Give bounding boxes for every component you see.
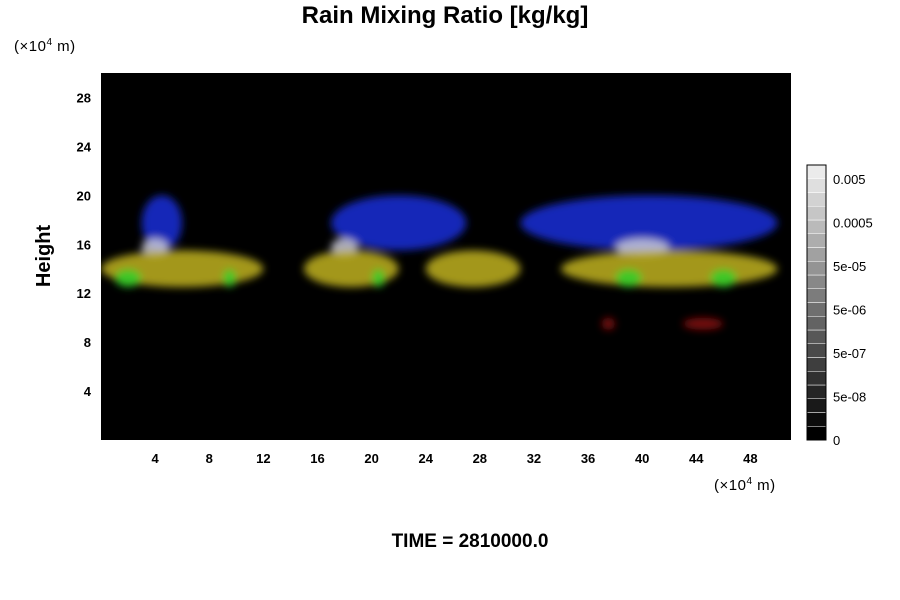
colorbar-swatch	[806, 398, 827, 413]
y-tick-label: 20	[77, 188, 91, 203]
data-layers	[101, 195, 778, 330]
colorbar-label: 5e-08	[833, 390, 866, 405]
colorbar-label: 5e-06	[833, 303, 866, 318]
x-tick-label: 20	[364, 451, 378, 466]
data-region-4-0	[601, 317, 616, 330]
colorbar-swatch	[806, 343, 827, 358]
y-tick-label: 8	[84, 335, 91, 350]
data-region-3-3	[615, 268, 643, 288]
colorbar-swatch	[806, 329, 827, 344]
data-region-3-1	[222, 268, 237, 288]
y-tick-label: 24	[77, 139, 92, 154]
colorbar-swatch	[806, 384, 827, 399]
x-tick-label: 28	[473, 451, 487, 466]
data-region-0-2	[520, 195, 778, 251]
colorbar-swatch	[806, 178, 827, 193]
data-region-3-2	[371, 268, 386, 288]
colorbar-swatch	[806, 412, 827, 427]
colorbar-label: 0	[833, 433, 840, 448]
x-tick-label: 4	[152, 451, 160, 466]
x-tick-label: 24	[418, 451, 433, 466]
colorbar-label: 0.0005	[833, 216, 873, 231]
colorbar-swatch	[806, 219, 827, 234]
y-tick-label: 4	[84, 384, 92, 399]
data-region-3-4	[709, 268, 737, 288]
data-region-3-0	[114, 268, 142, 288]
colorbar-swatch	[806, 274, 827, 289]
x-tick-label: 8	[206, 451, 213, 466]
colorbar-swatch	[806, 357, 827, 372]
y-axis-unit: (×104 m)	[14, 37, 76, 55]
chart-title: Rain Mixing Ratio [kg/kg]	[301, 2, 589, 29]
colorbar-swatch	[806, 233, 827, 248]
data-region-2-2	[425, 250, 521, 288]
colorbar-swatch	[806, 302, 827, 317]
colorbar-swatch	[806, 206, 827, 221]
x-tick-label: 12	[256, 451, 270, 466]
x-tick-label: 16	[310, 451, 324, 466]
x-tick-label: 48	[743, 451, 757, 466]
data-region-4-1	[682, 317, 724, 330]
data-region-0-0	[141, 195, 183, 251]
colorbar-swatch	[806, 164, 827, 179]
colorbar-frame	[806, 164, 827, 441]
y-tick-label: 12	[77, 286, 91, 301]
x-tick-label: 36	[581, 451, 595, 466]
colorbar-label: 5e-07	[833, 346, 866, 361]
x-axis-unit: (×104 m)	[714, 476, 776, 494]
colorbar-label: 0.005	[833, 172, 866, 187]
data-region-0-1	[331, 195, 467, 251]
colorbar-swatch	[806, 316, 827, 331]
colorbar-swatch	[806, 192, 827, 207]
colorbar-swatch	[806, 426, 827, 441]
colorbar-swatch	[806, 261, 827, 276]
x-tick-label: 32	[527, 451, 541, 466]
x-tick-label: 44	[689, 451, 704, 466]
colorbar-swatch	[806, 247, 827, 262]
data-region-2-3	[561, 250, 778, 288]
colorbar-swatch	[806, 371, 827, 386]
y-tick-label: 28	[77, 90, 91, 105]
colorbar-label: 5e-05	[833, 259, 866, 274]
y-tick-label: 16	[77, 237, 91, 252]
x-tick-label: 40	[635, 451, 649, 466]
colorbar-swatch	[806, 288, 827, 303]
time-label: TIME = 2810000.0	[391, 531, 549, 552]
